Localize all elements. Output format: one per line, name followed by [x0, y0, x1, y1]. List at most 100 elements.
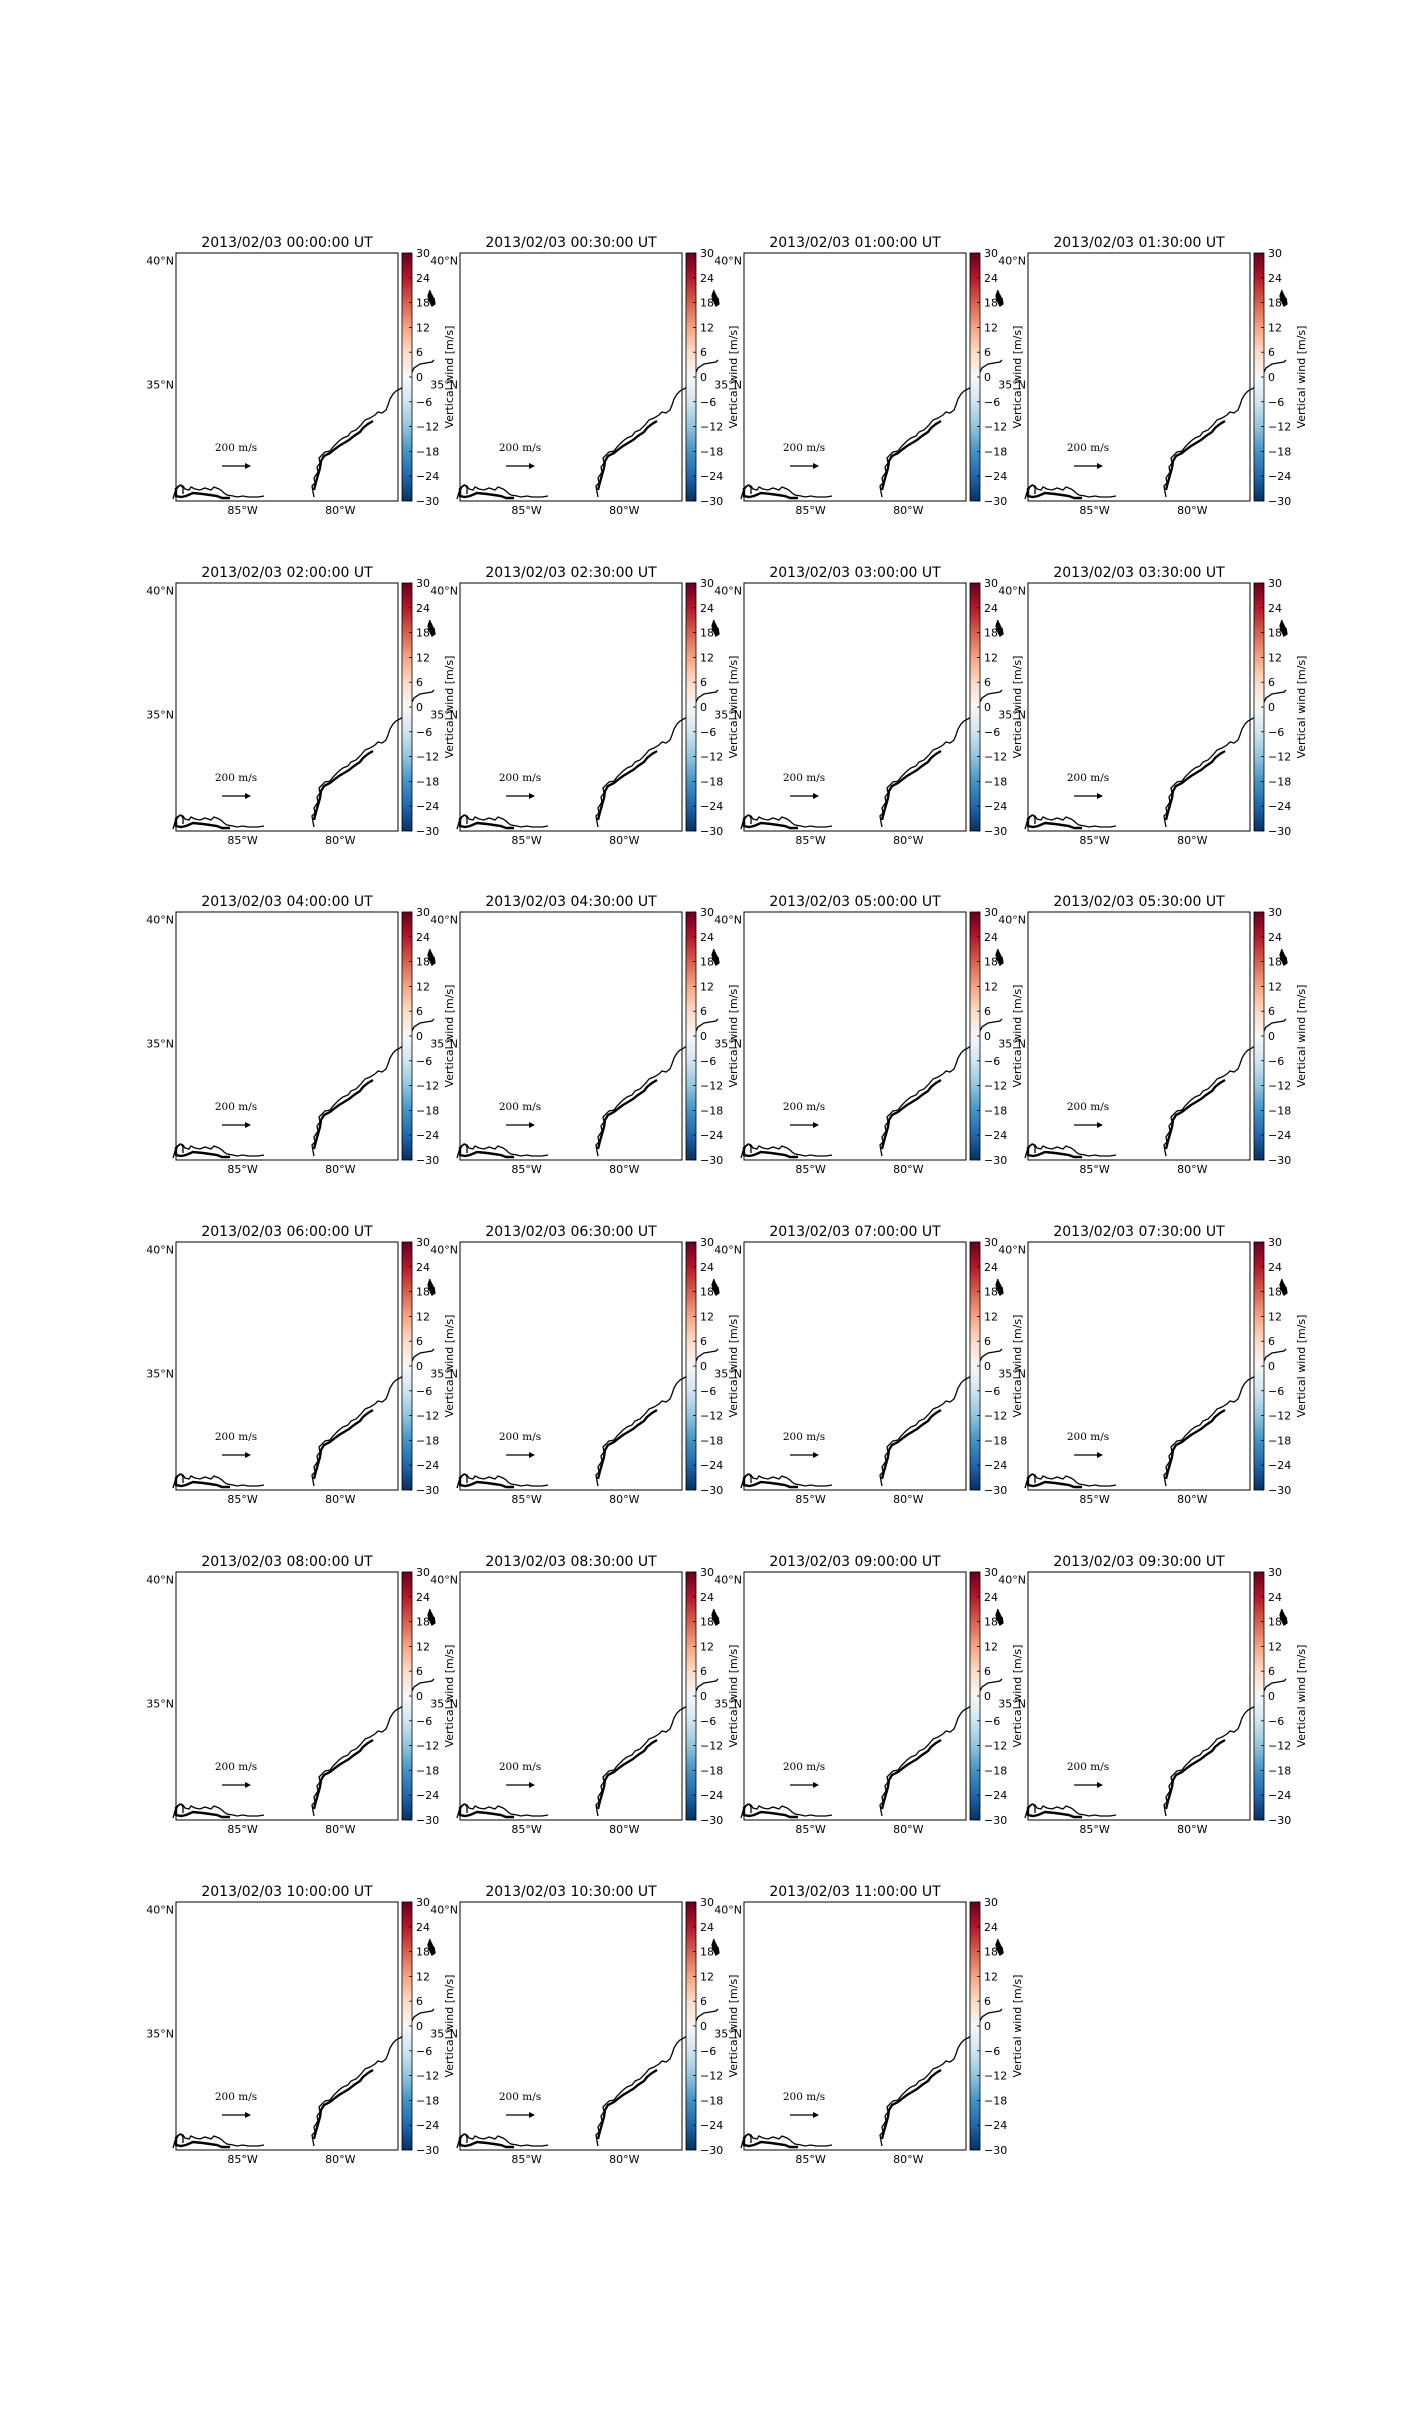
colorbar-tick-label: −24 — [984, 800, 1007, 813]
panel-title: 2013/02/03 09:30:00 UT — [1053, 1554, 1225, 1570]
colorbar-tick-label: 0 — [700, 1360, 707, 1373]
colorbar-label: Vertical wind [m/s] — [443, 656, 456, 759]
colorbar-tick-label: −6 — [700, 396, 716, 409]
map-frame — [743, 1571, 967, 1821]
colorbar-tick-label: 0 — [416, 701, 423, 714]
map-frame — [459, 1571, 683, 1821]
panel-title: 2013/02/03 03:30:00 UT — [1053, 565, 1225, 581]
colorbar-tick-label: 24 — [416, 1261, 430, 1274]
panel-title: 2013/02/03 06:00:00 UT — [201, 1224, 373, 1240]
colorbar-tick-label: 24 — [1268, 1591, 1282, 1604]
colorbar-tick-label: −30 — [416, 1154, 439, 1167]
vector-key-label: 200 m/s — [1067, 1101, 1109, 1113]
colorbar-tick-label: −6 — [700, 1385, 716, 1398]
map-frame — [743, 252, 967, 502]
vector-key-label: 200 m/s — [1067, 442, 1109, 454]
panel-title: 2013/02/03 10:00:00 UT — [201, 1884, 373, 1900]
colorbar-tick-label: −12 — [416, 421, 439, 434]
vector-key-label: 200 m/s — [499, 1431, 541, 1443]
colorbar-tick-label: 12 — [984, 1640, 998, 1653]
colorbar-tick-label: 18 — [984, 1946, 998, 1959]
colorbar-tick-label: −12 — [984, 2070, 1007, 2083]
colorbar-tick-label: −6 — [416, 726, 432, 739]
colorbar-tick-label: −24 — [1268, 1789, 1291, 1802]
colorbar-tick-label: 6 — [416, 1335, 423, 1348]
colorbar-tick-label: 18 — [416, 297, 430, 310]
colorbar-tick-label: 24 — [984, 1591, 998, 1604]
colorbar-label: Vertical wind [m/s] — [1295, 1315, 1308, 1418]
lat-label: 35°N — [714, 1697, 742, 1710]
colorbar-tick-label: −30 — [416, 495, 439, 508]
colorbar-tick-label: −24 — [984, 1129, 1007, 1142]
colorbar-tick-label: 6 — [1268, 676, 1275, 689]
colorbar-tick-label: 30 — [1268, 577, 1282, 590]
colorbar-tick-label: 12 — [416, 321, 430, 334]
lat-label: 40°N — [430, 254, 458, 267]
colorbar-tick-label: −24 — [416, 1459, 439, 1472]
colorbar-tick-label: 12 — [1268, 321, 1282, 334]
lat-label: 40°N — [714, 1903, 742, 1916]
colorbar-tick-label: −6 — [700, 726, 716, 739]
colorbar-tick-label: −18 — [700, 775, 723, 788]
vector-key-arrowhead — [529, 1782, 535, 1788]
lat-label: 35°N — [430, 1697, 458, 1710]
colorbar-tick-label: −6 — [984, 396, 1000, 409]
colorbar-tick-label: 6 — [416, 1665, 423, 1678]
vector-key-label: 200 m/s — [783, 772, 825, 784]
colorbar-tick-label: −6 — [416, 1385, 432, 1398]
lon-label: 85°W — [1079, 834, 1109, 847]
lat-label: 35°N — [998, 1037, 1026, 1050]
lon-label: 85°W — [1079, 1823, 1109, 1836]
map-panel: 2013/02/03 06:00:00 UT 200 m/s 85°W 80°W 40°… — [146, 1224, 456, 1506]
lat-label: 35°N — [998, 378, 1026, 391]
colorbar-tick-label: 0 — [1268, 1360, 1275, 1373]
panel-title: 2013/02/03 01:30:00 UT — [1053, 235, 1225, 251]
colorbar-tick-label: −30 — [1268, 1814, 1291, 1827]
lon-label: 80°W — [1177, 834, 1207, 847]
colorbar-tick-label: 0 — [1268, 701, 1275, 714]
map-panel: 2013/02/03 09:30:00 UT 200 m/s 85°W 80°W 40°… — [998, 1554, 1308, 1836]
colorbar-tick-label: −12 — [700, 1740, 723, 1753]
colorbar-tick-label: 0 — [984, 1030, 991, 1043]
panel-title: 2013/02/03 11:00:00 UT — [769, 1884, 941, 1900]
colorbar-label: Vertical wind [m/s] — [727, 326, 740, 429]
lon-label: 80°W — [325, 1493, 355, 1506]
colorbar-tick-label: 6 — [700, 346, 707, 359]
vector-key-label: 200 m/s — [215, 442, 257, 454]
colorbar-tick-label: 12 — [416, 980, 430, 993]
colorbar-tick-label: −18 — [984, 1104, 1007, 1117]
colorbar-tick-label: 6 — [700, 1335, 707, 1348]
colorbar-tick-label: 0 — [984, 1360, 991, 1373]
colorbar-tick-label: 18 — [1268, 627, 1282, 640]
lat-label: 40°N — [430, 584, 458, 597]
lat-label: 40°N — [146, 1903, 174, 1916]
colorbar-tick-label: −18 — [1268, 1764, 1291, 1777]
colorbar-tick-label: 12 — [416, 1970, 430, 1983]
colorbar-tick-label: −30 — [1268, 1154, 1291, 1167]
map-frame — [743, 582, 967, 832]
colorbar-tick-label: −18 — [700, 445, 723, 458]
colorbar-tick-label: −12 — [1268, 421, 1291, 434]
map-panel: 2013/02/03 00:00:00 UT 200 m/s 85°W 80°W 40°… — [146, 235, 456, 517]
colorbar-tick-label: −24 — [1268, 470, 1291, 483]
vector-key-label: 200 m/s — [783, 442, 825, 454]
colorbar-tick-label: −12 — [984, 751, 1007, 764]
map-panel: 2013/02/03 10:00:00 UT 200 m/s 85°W 80°W 40°… — [146, 1884, 456, 2166]
colorbar-tick-label: −24 — [984, 1789, 1007, 1802]
lon-label: 85°W — [227, 834, 257, 847]
colorbar-tick-label: −12 — [416, 2070, 439, 2083]
colorbar-tick-label: 18 — [984, 1616, 998, 1629]
colorbar-tick-label: 30 — [700, 1236, 714, 1249]
lat-label: 35°N — [714, 708, 742, 721]
colorbar-tick-label: 24 — [416, 1591, 430, 1604]
map-frame — [743, 1901, 967, 2151]
vector-key-label: 200 m/s — [783, 1431, 825, 1443]
lat-label: 40°N — [430, 913, 458, 926]
lat-label: 35°N — [430, 1037, 458, 1050]
vector-key-arrowhead — [529, 1122, 535, 1128]
map-panel: 2013/02/03 09:00:00 UT 200 m/s 85°W 80°W 40°… — [714, 1554, 1024, 1836]
lon-label: 80°W — [609, 1823, 639, 1836]
colorbar-tick-label: 6 — [984, 346, 991, 359]
colorbar-tick-label: −12 — [984, 1410, 1007, 1423]
colorbar-tick-label: 12 — [984, 980, 998, 993]
